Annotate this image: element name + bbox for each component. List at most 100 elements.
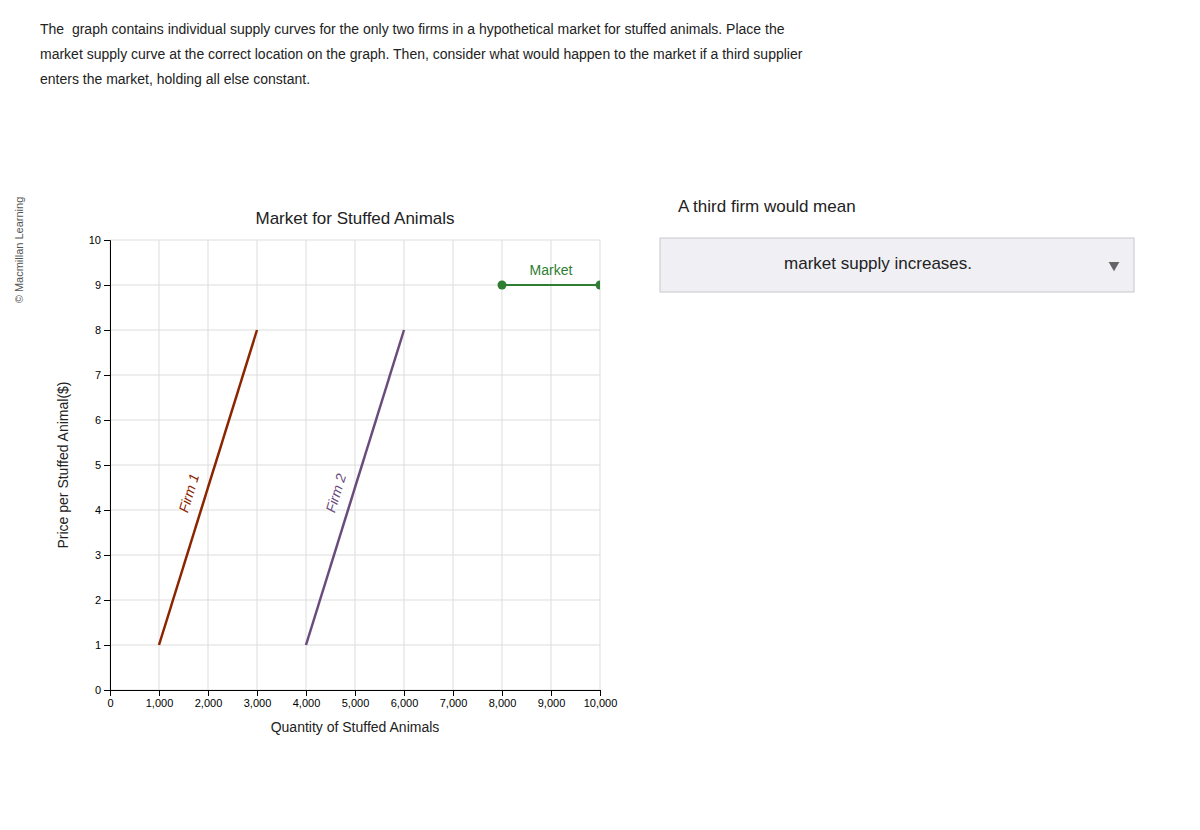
tick-mark [104, 285, 110, 286]
tick-mark [104, 690, 110, 691]
header-text: enters the market, holding all else cons… [40, 71, 310, 87]
tick: 8 [95, 324, 110, 336]
grid-line-y [110, 600, 600, 601]
tick-mark [104, 240, 110, 241]
series-line [159, 330, 257, 645]
series-label: Firm 2 [322, 472, 349, 515]
tick-label: 4 [95, 504, 101, 516]
tick-label: 10,000 [584, 697, 618, 709]
grid-line-y [110, 330, 600, 331]
tick-mark [551, 690, 552, 696]
grid-line-y [110, 285, 600, 286]
tick-label: 2,000 [195, 697, 223, 709]
tick: 10,000 [584, 690, 618, 709]
marks [159, 281, 600, 646]
x-axis: 0 1,000 2,000 3,000 4,000 5,000 6,000 7,000 8,00… [107, 690, 617, 709]
tick-mark [159, 690, 160, 696]
tick-label: 4,000 [293, 697, 321, 709]
tick-mark [104, 645, 110, 646]
y-axis-title: Price per Stuffed Animal($) [55, 381, 71, 548]
tick-label: 1 [95, 639, 101, 651]
header-text: market supply curve at the correct locat… [40, 46, 803, 62]
tick-mark [502, 690, 503, 696]
tick: 7,000 [440, 690, 468, 709]
tick-label: 8 [95, 324, 101, 336]
tick-label: 0 [107, 697, 113, 709]
tick-mark [104, 600, 110, 601]
tick: 1,000 [146, 690, 174, 709]
y-axis: 0 1 2 3 4 5 6 7 8 9 10 [89, 234, 111, 696]
tick-label: 3,000 [244, 697, 272, 709]
header-text: The graph contains individual supply cur… [40, 21, 785, 37]
tick-label: 0 [95, 684, 101, 696]
tick: 10 [89, 234, 110, 246]
chart: © Macmillan Learning The graph contains i… [0, 0, 1200, 830]
tick: 4,000 [293, 690, 321, 709]
tick-label: 3 [95, 549, 101, 561]
grid [110, 240, 600, 690]
axis-line [111, 691, 601, 697]
tick-label: 5 [95, 459, 101, 471]
tick-mark [104, 330, 110, 331]
tick: 9,000 [538, 690, 566, 709]
tick-mark [257, 690, 258, 696]
series-label: Firm 1 [175, 472, 202, 515]
tick-label: 1,000 [146, 697, 174, 709]
tick-mark [104, 555, 110, 556]
dropdown-arrow [1109, 262, 1120, 271]
grid-line-y [110, 555, 600, 556]
tick-mark [104, 375, 110, 376]
tick-mark [600, 690, 601, 696]
series-line [306, 330, 404, 645]
tick: 5 [95, 459, 110, 471]
tick: 0 [95, 684, 110, 696]
tick: 6,000 [391, 690, 419, 709]
tick-mark [453, 690, 454, 696]
tick: 3,000 [244, 690, 272, 709]
grid-line-y [110, 240, 600, 241]
tick-label: 9 [95, 279, 101, 291]
tick-label: 6,000 [391, 697, 419, 709]
tick-mark [104, 420, 110, 421]
axis-line [104, 241, 111, 691]
tick: 4 [95, 504, 110, 516]
tick-mark [104, 510, 110, 511]
side-text: A third firm would mean [678, 197, 856, 216]
tick-label: 9,000 [538, 697, 566, 709]
tick: 5,000 [342, 690, 370, 709]
tick-mark [404, 690, 405, 696]
tick-label: 5,000 [342, 697, 370, 709]
tick: 8,000 [489, 690, 517, 709]
tick-label: 7 [95, 369, 101, 381]
tick-label: 10 [89, 234, 101, 246]
tick-mark [104, 465, 110, 466]
series-point [498, 281, 507, 290]
series-line [502, 284, 600, 286]
grid-line-y [110, 645, 600, 646]
x-axis-title: Quantity of Stuffed Animals [271, 719, 440, 735]
tick: 1 [95, 639, 110, 651]
series-point [596, 281, 601, 290]
tick: 2 [95, 594, 110, 606]
tick-mark [306, 690, 307, 696]
series-labels: Firm 1 Firm 2 Market [175, 262, 572, 515]
tick-label: 6 [95, 414, 101, 426]
credit: © Macmillan Learning [13, 197, 25, 304]
tick: 6 [95, 414, 110, 426]
series-label: Market [530, 262, 573, 278]
tick-mark [355, 690, 356, 696]
grid-line-y [110, 375, 600, 376]
tick: 7 [95, 369, 110, 381]
answer-text: market supply increases. [784, 254, 972, 273]
tick: 2,000 [195, 690, 223, 709]
tick: 3 [95, 549, 110, 561]
tick-label: 7,000 [440, 697, 468, 709]
answer-box: market supply increases. [660, 238, 1134, 292]
tick: 0 [107, 690, 113, 709]
grid-line-y [110, 420, 600, 421]
tick-label: 8,000 [489, 697, 517, 709]
tick-label: 2 [95, 594, 101, 606]
chart-title: Market for Stuffed Animals [255, 209, 454, 228]
tick-mark [208, 690, 209, 696]
grid-line-y [110, 465, 600, 466]
